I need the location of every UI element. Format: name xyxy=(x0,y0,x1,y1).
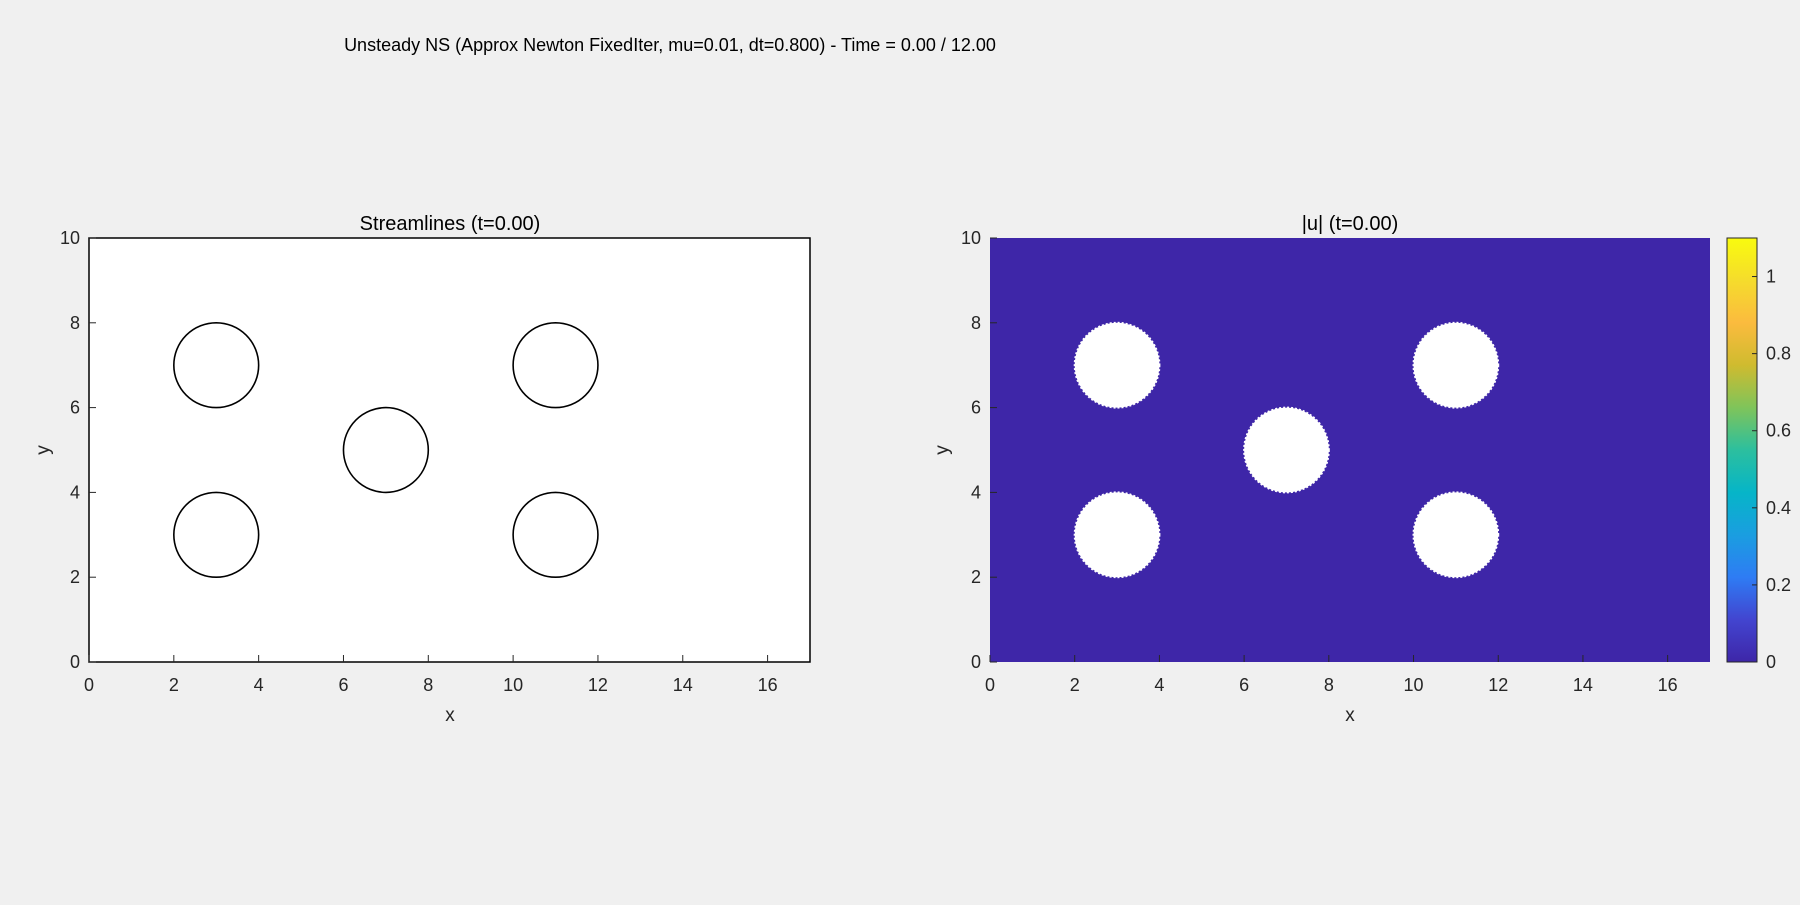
velocity-y-ticks: 0 2 4 6 8 10 xyxy=(961,228,997,672)
velocity-obstacles xyxy=(1073,321,1500,579)
obstacle-hole xyxy=(1073,321,1161,409)
y-tick-label: 0 xyxy=(70,652,80,672)
colorbar-ticks: 0 0.2 0.4 0.6 0.8 1 xyxy=(1752,267,1791,672)
x-tick-label: 8 xyxy=(423,675,433,695)
x-tick-label: 12 xyxy=(1488,675,1508,695)
obstacle-hole xyxy=(1073,491,1161,579)
streamlines-x-ticks: 0 2 4 6 8 10 12 14 16 xyxy=(84,655,778,695)
obstacle-hole xyxy=(1243,406,1330,494)
y-tick-label: 4 xyxy=(70,482,80,502)
streamlines-ylabel: y xyxy=(33,445,54,455)
y-tick-label: 8 xyxy=(971,313,981,333)
streamlines-axes-box xyxy=(88,237,811,663)
figure-suptitle: Unsteady NS (Approx Newton FixedIter, mu… xyxy=(344,35,996,55)
x-tick-label: 2 xyxy=(169,675,179,695)
x-tick-label: 0 xyxy=(84,675,94,695)
colorbar-tick-label: 0 xyxy=(1766,652,1776,672)
colorbar-tick-label: 1 xyxy=(1766,267,1776,287)
x-tick-label: 10 xyxy=(1404,675,1424,695)
obstacle-outline xyxy=(173,491,260,578)
obstacle-outline xyxy=(512,322,599,409)
obstacle-outline xyxy=(342,406,430,494)
colorbar-tick-label: 0.4 xyxy=(1766,498,1791,518)
streamlines-obstacles xyxy=(173,322,599,578)
y-tick-label: 10 xyxy=(60,228,80,248)
x-tick-label: 2 xyxy=(1070,675,1080,695)
velocity-ylabel: y xyxy=(932,445,953,455)
obstacle-outline xyxy=(512,491,599,578)
streamlines-xlabel: x xyxy=(445,705,455,726)
x-tick-label: 6 xyxy=(338,675,348,695)
streamlines-title: Streamlines (t=0.00) xyxy=(360,213,541,235)
colorbar: 0 0.2 0.4 0.6 0.8 1 xyxy=(1726,237,1791,672)
velocity-magnitude-axes: 0 2 4 6 8 10 12 14 16 0 2 4 6 8 10 |u| (t=0.00) x y xyxy=(932,213,1710,726)
x-tick-label: 12 xyxy=(588,675,608,695)
x-tick-label: 8 xyxy=(1324,675,1334,695)
y-tick-label: 10 xyxy=(961,228,981,248)
y-tick-label: 2 xyxy=(971,567,981,587)
velocity-x-ticks: 0 2 4 6 8 10 12 14 16 xyxy=(985,655,1678,695)
obstacle-hole xyxy=(1412,491,1500,579)
x-tick-label: 10 xyxy=(503,675,523,695)
x-tick-label: 16 xyxy=(758,675,778,695)
velocity-title: |u| (t=0.00) xyxy=(1302,213,1399,235)
x-tick-label: 14 xyxy=(673,675,693,695)
x-tick-label: 14 xyxy=(1573,675,1593,695)
streamlines-axes: 0 2 4 6 8 10 12 14 16 0 2 4 6 8 10 Streamlines (t=0.0… xyxy=(33,213,811,726)
y-tick-label: 2 xyxy=(70,567,80,587)
obstacle-hole xyxy=(1412,321,1500,409)
x-tick-label: 6 xyxy=(1239,675,1249,695)
velocity-xlabel: x xyxy=(1345,705,1355,726)
colorbar-tick-label: 0.2 xyxy=(1766,575,1791,595)
x-tick-label: 4 xyxy=(1154,675,1164,695)
obstacle-outline xyxy=(173,322,260,409)
y-tick-label: 8 xyxy=(70,313,80,333)
y-tick-label: 0 xyxy=(971,652,981,672)
streamlines-y-ticks: 0 2 4 6 8 10 xyxy=(60,228,96,672)
colorbar-gradient xyxy=(1727,238,1757,662)
streamlines-plot-area xyxy=(89,238,810,662)
y-tick-label: 6 xyxy=(971,398,981,418)
y-tick-label: 4 xyxy=(971,482,981,502)
velocity-field xyxy=(990,238,1710,662)
x-tick-label: 0 xyxy=(985,675,995,695)
colorbar-box xyxy=(1726,237,1758,663)
colorbar-tick-label: 0.8 xyxy=(1766,344,1791,364)
y-tick-label: 6 xyxy=(70,398,80,418)
colorbar-tick-label: 0.6 xyxy=(1766,421,1791,441)
x-tick-label: 16 xyxy=(1658,675,1678,695)
x-tick-label: 4 xyxy=(254,675,264,695)
